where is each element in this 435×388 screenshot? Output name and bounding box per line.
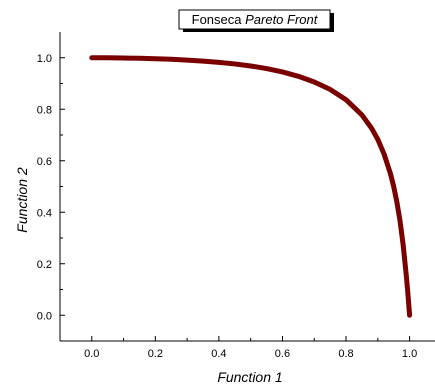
x-tick-label: 0.8: [338, 348, 353, 360]
chart-title-emph: Pareto Front: [245, 12, 319, 27]
series-line: [89, 55, 413, 318]
y-tick-label: 0.2: [37, 259, 52, 271]
y-axis-label: Function 2: [14, 167, 30, 233]
x-ticks: 0.0 0.2 0.4 0.6 0.8 1.0: [84, 336, 417, 360]
x-tick-label: 1.0: [402, 348, 417, 360]
x-tick-label: 0.6: [275, 348, 290, 360]
chart-title: Fonseca Pareto Front: [192, 12, 319, 27]
title-box: [178, 9, 331, 30]
y-tick-label: 0.8: [37, 104, 52, 116]
y-tick-label: 1.0: [37, 53, 52, 65]
x-axis-label: Function 1: [217, 369, 282, 385]
y-tick-label: 0.4: [37, 207, 52, 219]
x-tick-label: 0.4: [211, 348, 226, 360]
x-tick-label: 0.0: [84, 348, 99, 360]
chart-title-prefix: Fonseca: [192, 12, 245, 27]
y-tick-label: 0.0: [37, 310, 52, 322]
y-ticks: 0.0 0.2 0.4 0.6 0.8 1.0: [37, 53, 65, 322]
x-tick-label: 0.2: [148, 348, 163, 360]
y-tick-label: 0.6: [37, 156, 52, 168]
